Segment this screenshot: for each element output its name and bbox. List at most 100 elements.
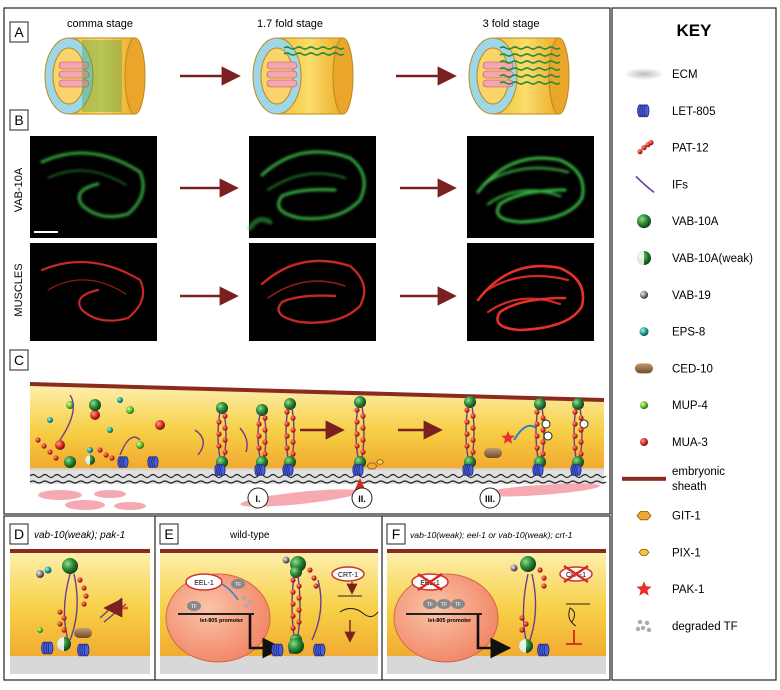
tf-f-3	[451, 599, 465, 609]
pat12-chain-icon	[216, 413, 228, 455]
key-item: VAB-10A	[637, 214, 719, 229]
ced10-capsule-icon	[635, 363, 653, 374]
let805-coil-icon	[313, 643, 326, 657]
key-item: PAT-12	[637, 140, 709, 155]
degraded-tf-dot	[637, 619, 643, 625]
let805-coil-icon	[41, 641, 54, 655]
muscle-tube	[482, 79, 514, 88]
let805-coil-icon	[352, 464, 364, 476]
tf-e-lower	[187, 601, 201, 611]
panel-c-label: C	[14, 352, 24, 368]
degraded-tf-dot	[644, 620, 650, 626]
vab10a-band	[283, 46, 345, 50]
if-line-icon	[635, 175, 655, 194]
hemidesmosome-stage-2	[352, 396, 366, 476]
key-label: LET-805	[672, 106, 715, 118]
muscle-tube	[266, 61, 298, 70]
cylinder-comma	[44, 37, 146, 115]
scattered-protein	[66, 401, 74, 409]
pat12-chain-icon	[256, 415, 268, 457]
hemidesmosome-stage-3b	[532, 398, 546, 476]
pat12-chain-icon	[537, 567, 547, 589]
if-line-icon	[522, 573, 529, 641]
sheath-bar-icon	[622, 476, 666, 481]
muscle-tube	[58, 61, 90, 70]
key-label-line2: sheath	[672, 481, 707, 493]
key-label: VAB-10A(weak)	[672, 253, 753, 265]
tf-label-f-1: TF	[427, 602, 433, 608]
eps8-sphere-icon	[639, 327, 649, 337]
panel-e-title: wild-type	[229, 530, 270, 541]
cylinder-1-7-fold	[252, 37, 354, 115]
key-label: VAB-10A	[672, 216, 719, 228]
vab10a-sphere-icon	[637, 214, 651, 229]
key-item: VAB-19	[640, 290, 711, 302]
ecm-layer-c	[30, 468, 604, 484]
micrograph-muscles-1-7	[249, 243, 376, 341]
hemidesmosome-stage-1c	[282, 398, 296, 476]
key-item: VAB-10A(weak)	[637, 251, 753, 265]
vab10a-sphere-icon	[572, 398, 584, 410]
crt1-cross-f	[563, 565, 589, 583]
panel-d-title: vab-10(weak); pak-1	[34, 530, 125, 541]
tf-label-f-2: TF	[441, 602, 447, 608]
vab10a-band	[499, 67, 561, 71]
vab10a-sphere-icon	[534, 398, 546, 410]
key-label: EPS-8	[672, 327, 705, 339]
crt1-label-e: CRT-1	[338, 572, 358, 579]
vab10a-weak-sphere-icon	[519, 639, 533, 653]
nucleus-f	[393, 573, 499, 663]
let805-coil-icon	[77, 643, 90, 657]
vab10a-sphere-icon	[464, 396, 476, 408]
key-title: KEY	[677, 21, 713, 40]
pat12-chain-icon	[637, 140, 654, 155]
vab10a-sphere-icon	[288, 638, 304, 654]
key-item: IFs	[635, 175, 688, 194]
pat12-chain-icon	[290, 577, 302, 631]
key-label: PAK-1	[672, 584, 704, 596]
scattered-protein	[90, 410, 100, 420]
key-item: PAK-1	[636, 581, 704, 596]
vab10a-weak-sphere-icon	[57, 637, 71, 651]
vab10a-sphere-icon	[520, 556, 536, 572]
pak1-star-icon	[636, 581, 652, 596]
crt1-mrna	[339, 608, 379, 618]
panel-a-label: A	[14, 24, 24, 40]
hemidesmosome-stage-3a	[462, 396, 476, 476]
vab10a-sphere-icon	[290, 566, 302, 578]
cell-d	[10, 550, 150, 660]
embryonic-sheath-c	[29, 382, 605, 402]
key-label: PIX-1	[672, 547, 701, 559]
panel-e-label-box	[159, 523, 179, 545]
scattered-protein	[117, 397, 123, 403]
tf-f-1	[423, 599, 437, 609]
mua3-ring	[541, 419, 551, 429]
panel-c-label-box	[9, 349, 29, 371]
step-label-2: II.	[358, 494, 366, 504]
vab10a-diffuse-signal	[82, 40, 122, 112]
muscle-tube	[58, 79, 90, 88]
let805-coil-icon	[570, 464, 582, 476]
vab19-sphere-icon	[510, 564, 518, 572]
pat12-chain-icon	[35, 437, 59, 461]
mua3-ring	[543, 431, 553, 441]
crt1-mrna-f	[568, 607, 577, 627]
panel-c: C I. II. III.	[9, 349, 607, 510]
mua3-ring	[579, 419, 589, 429]
key-label: VAB-19	[672, 290, 711, 302]
tf-label-f-3: TF	[455, 602, 461, 608]
pat12-chain-icon	[77, 577, 89, 607]
cylinder-end	[124, 37, 146, 115]
pat12-chain-icon	[519, 615, 529, 633]
key-panel: KEY ECM LET-805 PAT-12 IFs VAB-10A VAB-10A(we…	[622, 21, 753, 633]
hemidesmosome-stage-1a	[214, 402, 228, 476]
let805-coil-icon	[117, 456, 129, 468]
stage-label-3-fold: 3 fold stage	[483, 18, 540, 30]
eps8-sphere-icon	[44, 566, 52, 574]
vab19-sphere-icon	[282, 556, 290, 564]
scattered-protein	[136, 441, 144, 449]
vab10a-band	[499, 81, 561, 85]
degraded-tf-dot	[244, 604, 248, 608]
vab10a-sphere-icon	[284, 398, 296, 410]
ecm-e	[160, 656, 378, 674]
